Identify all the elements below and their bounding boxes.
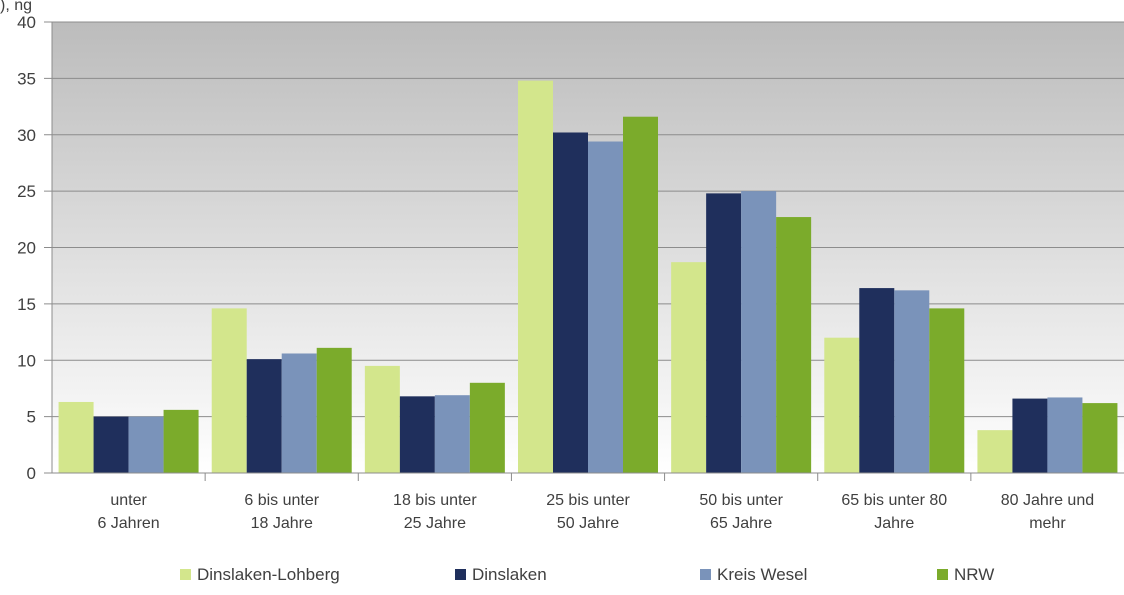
bar-kreis-wesel-3 bbox=[588, 141, 623, 473]
bar-nrw-1 bbox=[316, 347, 352, 473]
bar-kreis-wesel-2 bbox=[434, 395, 470, 473]
y-tick-label: 15 bbox=[17, 295, 36, 314]
legend: Dinslaken-Lohberg Dinslaken Kreis Wesel NRW bbox=[180, 565, 994, 584]
x-category-label: Jahre bbox=[874, 515, 914, 532]
x-category-label: mehr bbox=[1029, 515, 1066, 532]
y-tick-label: 25 bbox=[17, 182, 36, 201]
bar-kreis-wesel-0 bbox=[128, 416, 164, 473]
bar-dinslaken-1 bbox=[246, 359, 282, 473]
corner-fragment-text: ), ng bbox=[0, 0, 32, 14]
legend-swatch bbox=[180, 569, 191, 580]
x-category-label: 65 Jahre bbox=[710, 515, 772, 532]
bar-nrw-6 bbox=[1082, 403, 1118, 473]
bar-dinslaken-lohberg-5 bbox=[824, 337, 860, 473]
x-category-label: 25 Jahre bbox=[404, 515, 466, 532]
x-category-label: 65 bis unter 80 bbox=[841, 492, 947, 509]
bar-dinslaken-5 bbox=[859, 288, 895, 473]
bar-dinslaken-0 bbox=[93, 416, 129, 473]
bar-kreis-wesel-4 bbox=[741, 191, 777, 473]
bar-dinslaken-lohberg-3 bbox=[518, 80, 553, 473]
x-category-label: unter bbox=[110, 492, 147, 509]
x-category-label: 18 Jahre bbox=[251, 515, 313, 532]
bar-dinslaken-6 bbox=[1012, 398, 1048, 473]
x-category-label: 50 bis unter bbox=[699, 492, 783, 509]
x-category-label: 50 Jahre bbox=[557, 515, 619, 532]
x-category-label: 25 bis unter bbox=[546, 492, 630, 509]
legend-swatch bbox=[700, 569, 711, 580]
axes bbox=[44, 21, 1124, 481]
y-tick-label: 35 bbox=[17, 69, 36, 88]
x-category-labels: unter 6 Jahren 6 bis unter 18 Jahre 18 bis u… bbox=[97, 492, 1094, 532]
y-tick-label: 10 bbox=[17, 351, 36, 370]
bar-dinslaken-lohberg-6 bbox=[977, 430, 1013, 473]
legend-label: Dinslaken bbox=[472, 565, 547, 584]
bars bbox=[58, 80, 1118, 474]
y-tick-label: 5 bbox=[27, 408, 36, 427]
bar-dinslaken-lohberg-2 bbox=[364, 365, 400, 473]
bar-kreis-wesel-6 bbox=[1047, 397, 1083, 473]
legend-swatch bbox=[937, 569, 948, 580]
legend-label: NRW bbox=[954, 565, 994, 584]
bar-dinslaken-3 bbox=[553, 132, 588, 473]
x-category-label: 18 bis unter bbox=[393, 492, 477, 509]
bar-nrw-5 bbox=[929, 308, 965, 473]
bar-dinslaken-lohberg-4 bbox=[671, 262, 707, 473]
y-tick-labels: 0 5 10 15 20 25 30 35 40 bbox=[17, 13, 36, 483]
bar-kreis-wesel-1 bbox=[281, 353, 317, 473]
bar-kreis-wesel-5 bbox=[894, 290, 930, 473]
y-tick-label: 30 bbox=[17, 126, 36, 145]
bar-dinslaken-lohberg-0 bbox=[58, 401, 94, 473]
bar-nrw-2 bbox=[469, 382, 505, 473]
x-category-label: 80 Jahre und bbox=[1001, 492, 1094, 509]
y-tick-label: 0 bbox=[27, 464, 36, 483]
legend-label: Dinslaken-Lohberg bbox=[197, 565, 340, 584]
legend-swatch bbox=[455, 569, 466, 580]
bar-dinslaken-lohberg-1 bbox=[211, 308, 247, 473]
x-category-label: 6 Jahren bbox=[97, 515, 159, 532]
x-category-label: 6 bis unter bbox=[244, 492, 319, 509]
legend-label: Kreis Wesel bbox=[717, 565, 807, 584]
bar-dinslaken-2 bbox=[399, 396, 435, 473]
bar-nrw-0 bbox=[163, 409, 199, 473]
y-tick-label: 20 bbox=[17, 239, 36, 258]
bar-nrw-4 bbox=[776, 217, 812, 473]
bar-dinslaken-4 bbox=[706, 193, 742, 473]
bar-nrw-3 bbox=[623, 116, 658, 474]
y-tick-label: 40 bbox=[17, 13, 36, 32]
